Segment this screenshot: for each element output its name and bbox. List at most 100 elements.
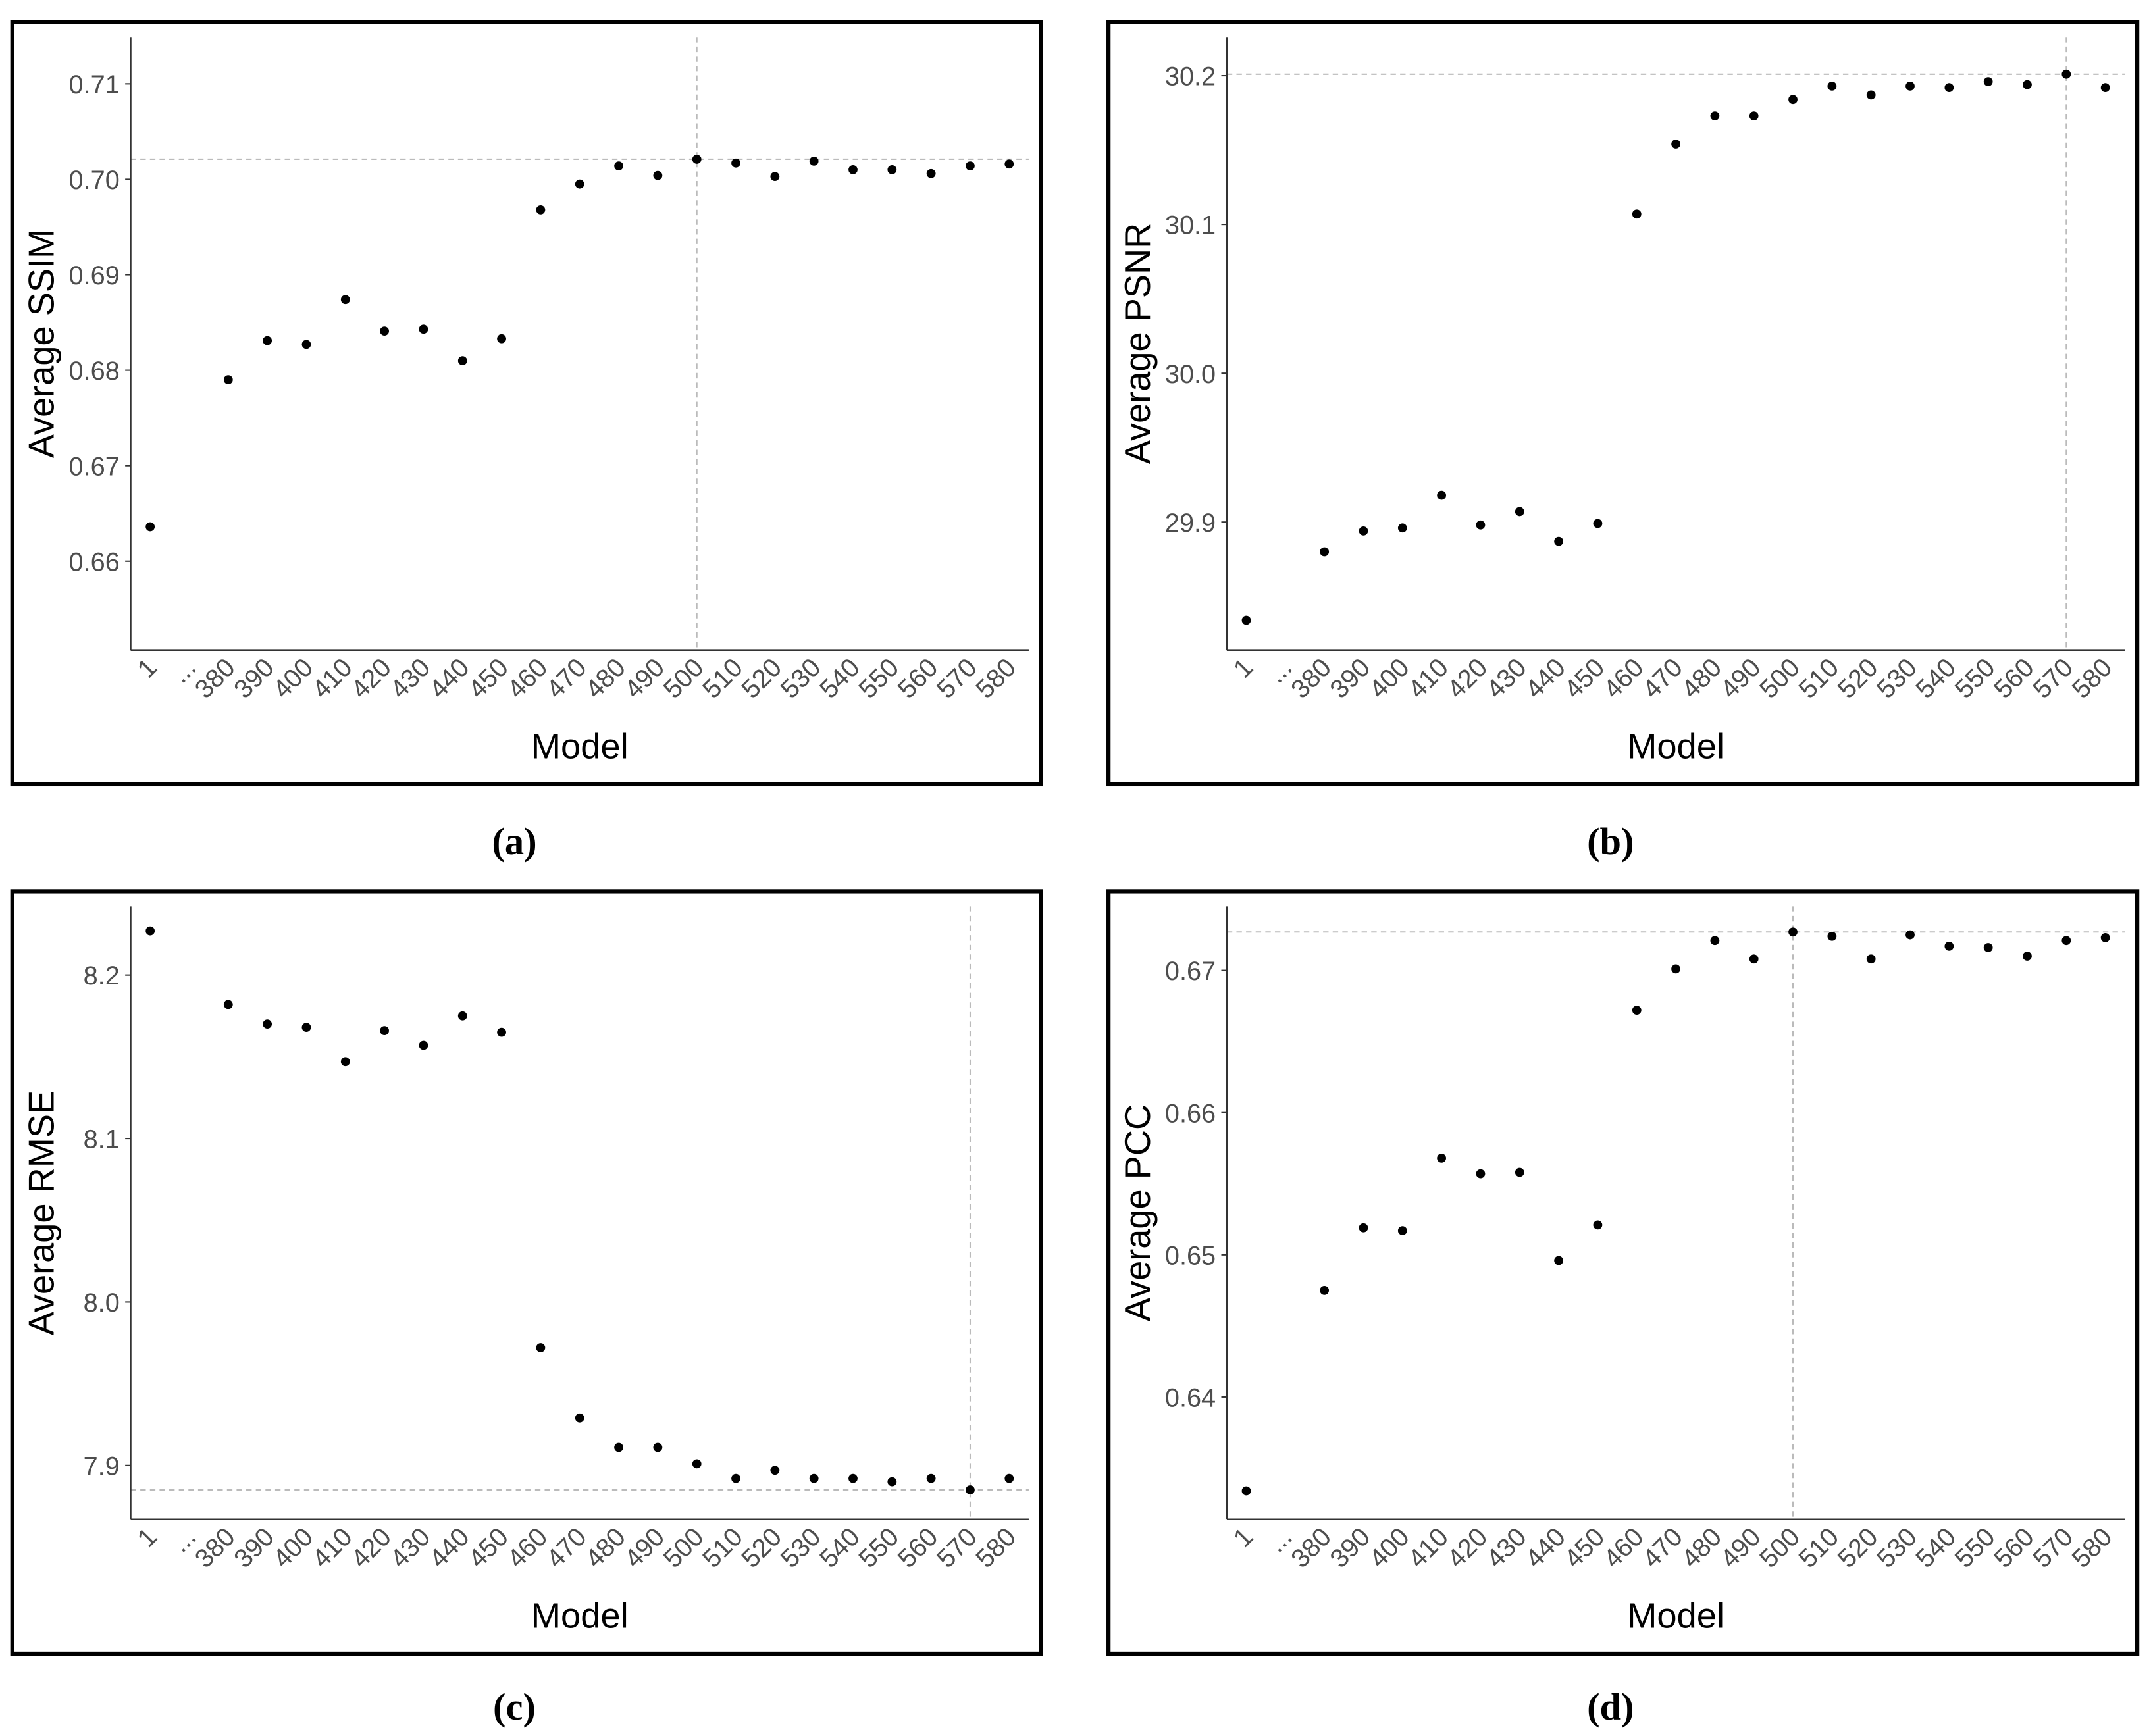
panel: 0.660.670.680.690.700.711 ...380390400410… (10, 20, 1043, 787)
point (1554, 1256, 1563, 1265)
point (1515, 507, 1524, 517)
point (692, 1459, 702, 1469)
point (380, 1026, 390, 1035)
point (1866, 90, 1876, 100)
point (2023, 80, 2032, 89)
point (1320, 1285, 1330, 1295)
panel: 29.930.030.130.21 ...38039040041042043044… (1106, 20, 2140, 787)
point (1632, 1006, 1642, 1015)
point (1866, 954, 1876, 964)
point (887, 1477, 897, 1487)
y-tick-label: 0.71 (69, 70, 120, 99)
y-tick-label: 8.2 (84, 961, 120, 990)
point (263, 1019, 272, 1029)
point (1397, 523, 1407, 533)
y-tick-label: 0.66 (1165, 1099, 1216, 1128)
point (926, 1473, 936, 1483)
point (1554, 536, 1563, 546)
caption: (a) (492, 820, 536, 863)
point (1905, 930, 1915, 940)
point (848, 165, 858, 174)
panel: 0.640.650.660.671 ...38039040041042043044… (1106, 889, 2140, 1656)
point (1437, 490, 1447, 500)
point (731, 158, 740, 168)
point (1944, 941, 1954, 951)
point (966, 161, 975, 170)
y-tick-label: 8.0 (84, 1289, 120, 1317)
point (2100, 83, 2110, 93)
x-axis-title: Model (1627, 1596, 1724, 1635)
point (1827, 931, 1837, 941)
point (692, 155, 702, 164)
point (809, 1473, 819, 1483)
y-tick-label: 0.64 (1165, 1384, 1216, 1413)
point (2061, 936, 2071, 946)
point (1749, 111, 1759, 120)
point (926, 168, 936, 178)
point (1983, 943, 1993, 952)
point (263, 336, 272, 345)
point (340, 295, 350, 305)
y-tick-label: 0.70 (69, 166, 120, 195)
point (1593, 1220, 1603, 1230)
point (2023, 952, 2032, 961)
point (1827, 81, 1837, 91)
point (457, 356, 467, 365)
point (419, 1040, 428, 1050)
y-axis-title: Average PCC (1118, 1104, 1158, 1321)
point (1359, 1223, 1368, 1233)
point (223, 1000, 233, 1009)
y-tick-label: 0.66 (69, 548, 120, 576)
point (1710, 111, 1720, 120)
point (1437, 1153, 1447, 1163)
point (809, 156, 819, 166)
point (614, 161, 623, 170)
point (145, 522, 155, 532)
point (1905, 81, 1915, 91)
point (1241, 615, 1251, 625)
point (1749, 954, 1759, 964)
x-axis-title: Model (531, 727, 629, 766)
y-tick-label: 0.68 (69, 357, 120, 386)
point (1710, 936, 1720, 946)
y-axis-title: Average SSIM (22, 229, 61, 458)
y-tick-label: 0.69 (69, 261, 120, 290)
caption: (d) (1587, 1685, 1634, 1728)
point (887, 165, 897, 174)
y-tick-label: 30.2 (1165, 63, 1216, 91)
point (536, 1343, 546, 1352)
point (1320, 547, 1330, 557)
point (614, 1442, 623, 1452)
point (1241, 1486, 1251, 1496)
point (1671, 140, 1680, 149)
point (419, 324, 428, 334)
point (770, 1466, 780, 1475)
point (1515, 1167, 1524, 1177)
point (1397, 1226, 1407, 1235)
point (457, 1011, 467, 1021)
point (1476, 520, 1486, 530)
point (1983, 77, 1993, 86)
point (1788, 927, 1798, 937)
y-tick-label: 30.1 (1165, 211, 1216, 240)
y-tick-label: 30.0 (1165, 360, 1216, 389)
panel: 7.98.08.18.21 ...380390400410420430440450… (10, 889, 1043, 1656)
panel-frame (10, 20, 1043, 787)
point (223, 375, 233, 384)
point (340, 1057, 350, 1067)
point (301, 340, 311, 349)
y-tick-label: 29.9 (1165, 509, 1216, 538)
point (145, 926, 155, 936)
point (1004, 159, 1014, 169)
point (497, 334, 506, 344)
point (1593, 519, 1603, 528)
point (966, 1485, 975, 1494)
y-tick-label: 0.65 (1165, 1241, 1216, 1270)
point (1632, 209, 1642, 219)
x-axis-title: Model (1627, 727, 1724, 766)
y-tick-label: 0.67 (69, 452, 120, 481)
point (731, 1473, 740, 1483)
point (1671, 964, 1680, 974)
point (1359, 526, 1368, 536)
caption: (b) (1587, 820, 1634, 863)
